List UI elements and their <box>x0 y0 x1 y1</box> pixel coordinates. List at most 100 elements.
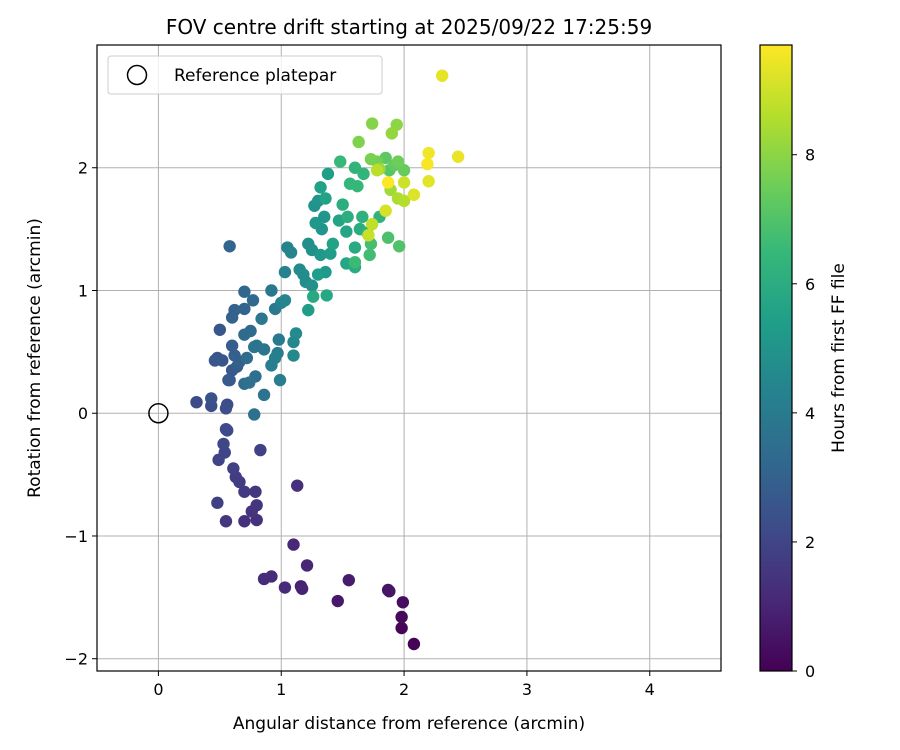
scatter-point <box>246 294 260 307</box>
scatter-point <box>348 241 362 254</box>
scatter-point <box>348 161 362 174</box>
scatter-point <box>213 323 227 336</box>
scatter-point <box>314 248 327 262</box>
x-tick-label: 2 <box>399 680 409 699</box>
scatter-point <box>291 479 304 492</box>
colorbar-ticks: 0 2 4 6 8 <box>792 146 815 681</box>
legend-open-circle-marker <box>126 64 148 86</box>
scatter-point <box>391 155 405 168</box>
y-tick-label: 1 <box>78 281 88 300</box>
scatter-point <box>351 179 364 193</box>
colorbar-tick-label: 6 <box>805 275 815 294</box>
colorbar-tick-label: 2 <box>805 533 815 552</box>
scatter-point <box>289 327 303 340</box>
scatter-point <box>356 210 369 224</box>
scatter-point <box>451 150 465 163</box>
scatter-point <box>357 167 370 181</box>
legend-label-reference-platepar: Reference platepar <box>174 66 336 86</box>
scatter-point <box>287 538 300 551</box>
x-tick-label: 0 <box>153 680 163 699</box>
scatter-point <box>365 117 379 130</box>
scatter-point <box>407 188 421 201</box>
scatter-point <box>397 164 411 177</box>
scatter-point <box>249 485 262 498</box>
scatter-point <box>421 157 434 171</box>
scatter-point <box>396 596 410 609</box>
scatter-point <box>340 225 353 238</box>
scatter-point <box>397 176 411 189</box>
scatter-point <box>395 621 408 635</box>
scatter-point <box>238 515 251 528</box>
scatter-point <box>257 343 271 356</box>
scatter-point <box>272 333 285 346</box>
scatter-point <box>223 373 236 387</box>
scatter-point <box>268 351 282 365</box>
colorbar: 0 2 4 6 8 Hours from first FF file <box>759 44 849 681</box>
scatter-point <box>383 585 396 598</box>
scatter-point <box>314 181 327 194</box>
scatter-point <box>379 204 392 217</box>
scatter-point <box>219 515 233 528</box>
colorbar-tick-label: 8 <box>805 146 815 165</box>
colorbar-gradient <box>759 44 793 672</box>
scatter-point <box>238 302 251 316</box>
scatter-point <box>228 303 241 317</box>
scatter-point <box>265 284 278 297</box>
scatter-point <box>219 422 233 436</box>
scatter-point <box>397 194 411 208</box>
scatter-point <box>395 610 408 624</box>
scatter-point <box>364 152 378 166</box>
scatter-point <box>435 69 449 82</box>
scatter-point <box>219 402 233 415</box>
scatter-point <box>336 198 349 211</box>
scatter-point <box>319 192 332 205</box>
scatter-point <box>334 155 347 168</box>
chart-title: FOV centre drift starting at 2025/09/22 … <box>166 15 652 39</box>
scatter-point <box>381 176 395 189</box>
colorbar-label: Hours from first FF file <box>829 263 849 453</box>
scatter-point <box>284 246 298 259</box>
scatter-point <box>243 376 256 389</box>
scatter-point <box>254 443 267 457</box>
scatter-point <box>211 496 224 510</box>
scatter-point <box>208 354 222 367</box>
scatter-point <box>278 265 292 279</box>
scatter-point <box>321 167 335 181</box>
scatter-point <box>300 559 314 572</box>
scatter-point <box>225 339 239 352</box>
y-tick-label: 2 <box>78 159 88 178</box>
scatter-point <box>227 462 240 475</box>
scatter-point <box>255 312 268 325</box>
y-tick-label: −2 <box>64 650 88 669</box>
scatter-point <box>348 256 362 269</box>
scatter-point <box>238 485 251 498</box>
scatter-point <box>217 437 230 451</box>
scatter-point <box>295 582 309 595</box>
scatter-point <box>238 285 251 298</box>
scatter-point <box>250 499 263 512</box>
colorbar-tick-label: 4 <box>805 404 815 423</box>
x-axis-label: Angular distance from reference (arcmin) <box>233 714 585 734</box>
plot-frame <box>96 44 722 672</box>
scatter-point <box>341 210 354 224</box>
scatter-point <box>324 247 337 260</box>
scatter-point <box>318 210 331 224</box>
scatter-point <box>305 279 319 292</box>
scatter-point <box>190 395 203 409</box>
colorbar-tick-label: 0 <box>805 662 815 681</box>
scatter-point <box>205 392 218 405</box>
scatter-point <box>365 218 379 231</box>
y-tick-label: 0 <box>78 404 88 423</box>
scatter-point <box>370 164 384 177</box>
y-tick-label: −1 <box>64 527 88 546</box>
scatter-point <box>362 229 375 242</box>
scatter-point <box>248 408 261 421</box>
x-tick-label: 1 <box>276 680 286 699</box>
scatter-point <box>422 146 435 160</box>
scatter-point <box>309 216 322 230</box>
scatter-point <box>240 351 254 365</box>
scatter-point <box>385 127 399 140</box>
plot-background <box>97 45 721 671</box>
scatter-point <box>287 349 300 362</box>
scatter-point <box>223 240 236 253</box>
